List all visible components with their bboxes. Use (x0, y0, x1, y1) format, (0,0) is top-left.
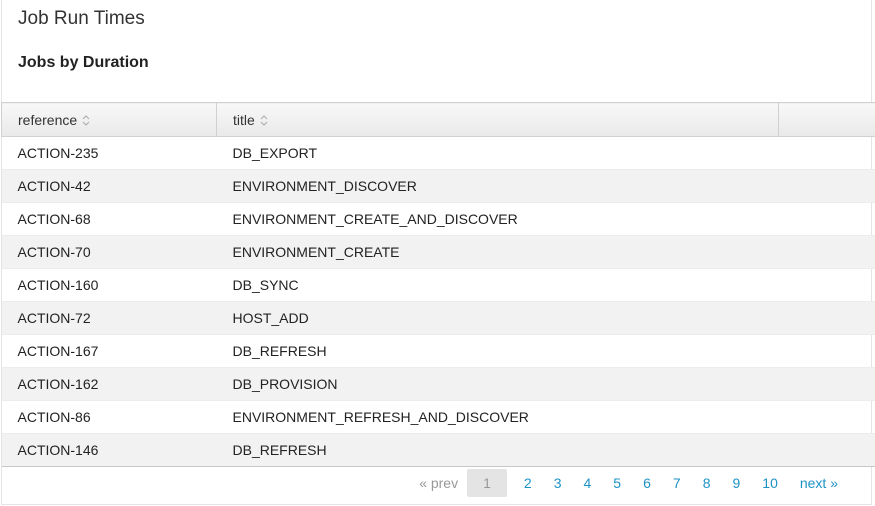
table-cell: DB_REFRESH (216, 433, 779, 467)
table-cell: ACTION-42 (1, 169, 217, 203)
table-cell: DB_REFRESH (216, 334, 779, 368)
page-link[interactable]: 3 (553, 475, 562, 491)
page-link[interactable]: 5 (613, 475, 622, 491)
table-cell: DB_EXPORT (216, 136, 779, 170)
dashboard-title: Job Run Times (18, 8, 145, 29)
table-cell: ACTION-70 (1, 235, 217, 269)
prev-link[interactable]: « prev (419, 475, 459, 491)
table-cell: ACTION-86 (1, 400, 217, 434)
sort-icon (260, 115, 268, 127)
table-cell: 173 (778, 268, 875, 302)
table-row: ACTION-86 ENVIRONMENT_REFRESH_AND_DISCOVE… (1, 400, 875, 434)
column-header[interactable]: title (216, 102, 779, 137)
table-cell: 132 (778, 367, 875, 401)
panel-title: Jobs by Duration (18, 54, 149, 71)
table-body: ACTION-235DB_EXPORT231ACTION-42ENVIRONME… (1, 136, 875, 467)
table-row: ACTION-68 ENVIRONMENT_CREATE_AND_DISCOVER… (1, 202, 875, 236)
table-cell: 161 (778, 334, 875, 368)
table-cell: ACTION-235 (1, 136, 217, 170)
table-cell: 118 (778, 400, 875, 434)
column-header[interactable]: reference (1, 102, 217, 137)
table-cell: ACTION-72 (1, 301, 217, 335)
table-cell: ENVIRONMENT_CREATE_AND_DISCOVER (216, 202, 779, 236)
sort-icon-path (260, 115, 268, 127)
page-link[interactable]: 6 (643, 475, 651, 491)
page-link[interactable]: 2 (523, 475, 532, 491)
page-link[interactable]: 7 (672, 475, 681, 491)
table-cell: ENVIRONMENT_CREATE (216, 235, 779, 269)
table-cell: 211 (778, 169, 875, 203)
sort-icon (82, 115, 90, 127)
page-link[interactable]: 9 (732, 475, 741, 491)
table-cell: 231 (778, 136, 875, 170)
table-cell: DB_SYNC (216, 268, 779, 302)
sort-icon-path (82, 115, 90, 127)
column-header[interactable]: duration (778, 102, 875, 137)
next-link[interactable]: next » (799, 475, 838, 491)
table-cell: 176 (778, 235, 875, 269)
pagination: « prev 1 2 3 4 5 6 7 8 9 10 next » (408, 468, 849, 498)
header-row: reference title duration (1, 102, 875, 137)
page-link[interactable]: 8 (702, 475, 711, 491)
table-cell: HOST_ADD (216, 301, 779, 335)
table-cell: ENVIRONMENT_DISCOVER (216, 169, 779, 203)
table-cell: ENVIRONMENT_REFRESH_AND_DISCOVER (216, 400, 779, 434)
table-cell: DB_PROVISION (216, 367, 779, 401)
table-cell: ACTION-146 (1, 433, 217, 467)
results-table: reference title duration ACTION-235DB_EXPO… (1, 102, 875, 467)
column-label: reference (18, 111, 78, 128)
table-cell: 165 (778, 301, 875, 335)
page-link[interactable]: 1 (467, 469, 507, 497)
page-link[interactable]: 10 (762, 475, 778, 491)
page-link[interactable]: 4 (583, 475, 592, 491)
column-label: title (233, 111, 255, 128)
table-cell: ACTION-68 (1, 202, 217, 236)
table-cell: ACTION-160 (1, 268, 217, 302)
table-cell: ACTION-162 (1, 367, 217, 401)
table-cell: 206 (778, 202, 875, 236)
table-cell: ACTION-167 (1, 334, 217, 368)
table-cell: 108 (778, 433, 875, 467)
